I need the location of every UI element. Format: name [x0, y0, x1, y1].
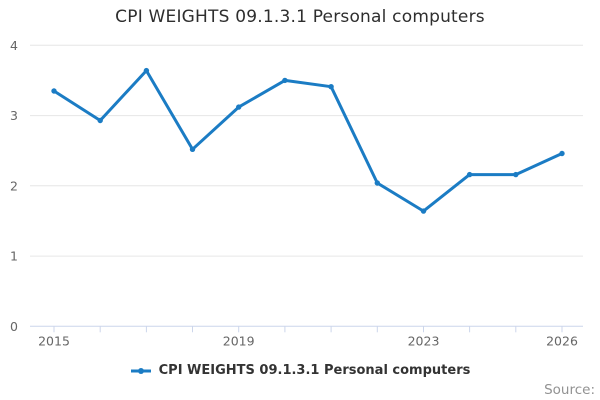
data-point[interactable]: [559, 150, 565, 157]
x-tick-label: 2019: [223, 333, 255, 348]
data-point[interactable]: [328, 84, 334, 90]
y-tick-label: 1: [10, 249, 18, 264]
data-point[interactable]: [51, 88, 57, 94]
data-point[interactable]: [236, 104, 242, 110]
series-line[interactable]: [52, 69, 564, 213]
data-point[interactable]: [513, 171, 519, 178]
y-tick-label: 2: [10, 178, 18, 193]
data-point[interactable]: [189, 146, 196, 152]
legend-item[interactable]: CPI WEIGHTS 09.1.3.1 Personal computers: [0, 363, 600, 378]
line-chart[interactable]: 0 1 2 3 4 2015 2019 2023 2026: [0, 0, 600, 360]
data-point[interactable]: [282, 77, 288, 84]
chart-title: CPI WEIGHTS 09.1.3.1 Personal computers: [115, 7, 485, 27]
y-tick-label: 0: [10, 319, 18, 334]
source-label: Source:: [544, 382, 595, 398]
x-tick-label: 2026: [546, 333, 578, 348]
data-point[interactable]: [420, 208, 427, 214]
legend-marker-icon: [130, 367, 151, 374]
data-point[interactable]: [143, 67, 150, 74]
y-tick-label: 3: [10, 108, 18, 123]
legend-label: CPI WEIGHTS 09.1.3.1 Personal computers: [158, 363, 471, 378]
y-tick-label: 4: [10, 38, 18, 53]
data-point[interactable]: [374, 180, 380, 186]
data-point[interactable]: [97, 117, 103, 124]
x-tick-label: 2023: [408, 333, 440, 348]
data-point[interactable]: [466, 171, 473, 178]
x-tick-label: 2015: [38, 333, 70, 348]
